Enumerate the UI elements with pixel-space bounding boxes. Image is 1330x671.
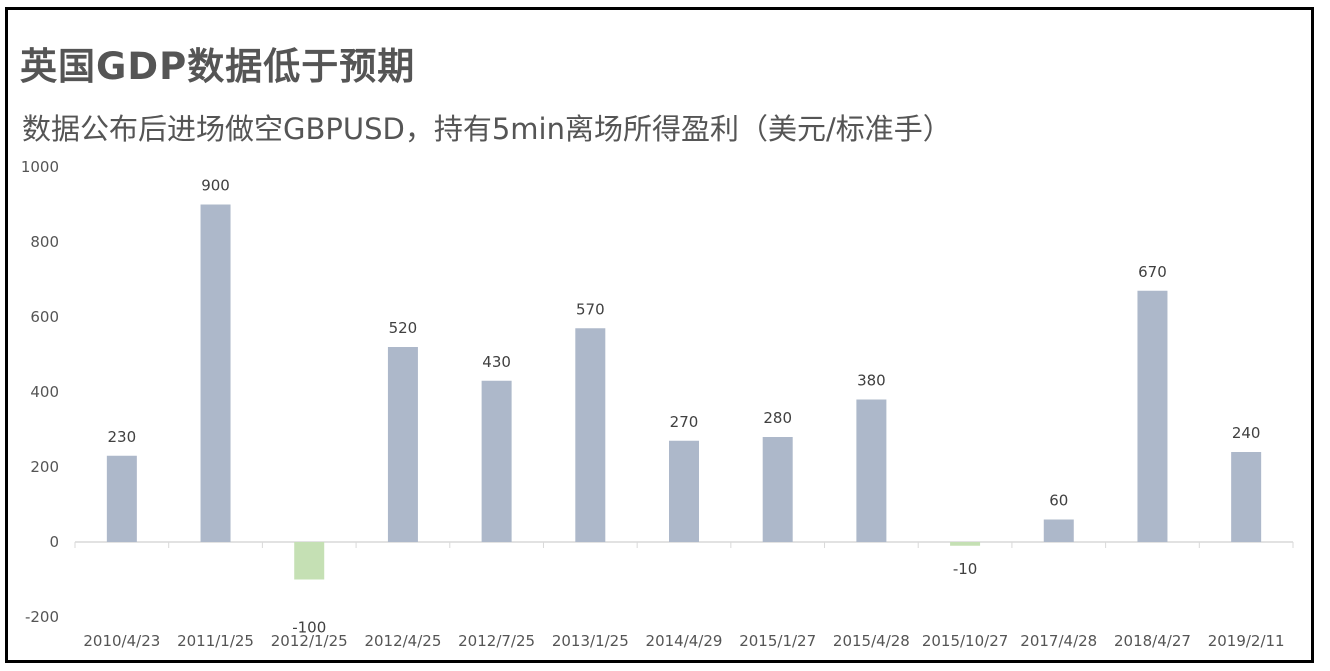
chart-subtitle: 数据公布后进场做空GBPUSD，持有5min离场所得盈利（美元/标准手） [22,112,952,146]
bar-2013/1/25 [575,328,606,542]
bar-2015/4/28 [856,399,887,542]
data-label: 430 [482,353,511,371]
x-tick-label: 2013/1/25 [552,632,629,650]
x-tick-label: 2017/4/28 [1020,632,1097,650]
x-tick-label: 2015/1/27 [739,632,816,650]
x-tick-label: 2012/1/25 [271,632,348,650]
bar-2018/4/27 [1137,290,1168,542]
y-tick-label: 800 [30,233,59,251]
x-tick-label: 2010/4/23 [83,632,160,650]
y-tick-label: 1000 [21,158,59,176]
y-tick-label: 400 [30,383,59,401]
data-label: 240 [1232,424,1261,442]
x-tick-label: 2012/4/25 [364,632,441,650]
x-tick-label: 2019/2/11 [1208,632,1285,650]
bar-2014/4/29 [669,440,699,542]
x-tick-label: 2011/1/25 [177,632,254,650]
data-label: 270 [670,413,699,431]
data-label: 570 [576,300,605,318]
data-label: 900 [201,177,230,195]
data-label: -100 [292,619,326,637]
x-tick-label: 2015/10/27 [922,632,1008,650]
x-tick-label: 2012/7/25 [458,632,535,650]
bar-2015/1/27 [762,437,793,542]
x-tick-label: 2018/4/27 [1114,632,1191,650]
bar-2010/4/23 [106,455,137,542]
data-label: 520 [389,319,418,337]
y-tick-label: -200 [25,608,59,626]
chart-title: 英国GDP数据低于预期 [20,45,416,88]
bar-2011/1/25 [200,204,231,542]
bar-2019/2/11 [1231,452,1262,542]
y-tick-label: 200 [30,458,59,476]
bar-2012/7/25 [481,380,512,542]
data-label: 60 [1049,492,1068,510]
bar-2017/4/28 [1043,519,1074,542]
y-tick-label: 600 [30,308,59,326]
data-label: 670 [1138,263,1167,281]
data-label: 280 [763,409,792,427]
bar-2012/4/25 [387,347,418,542]
data-label: -10 [953,560,978,578]
bar-2015/10/27 [950,542,981,546]
bar-2012/1/25 [294,542,325,580]
y-tick-label: 0 [49,533,59,551]
data-label: 230 [108,428,137,446]
x-tick-label: 2014/4/29 [646,632,723,650]
x-tick-label: 2015/4/28 [833,632,910,650]
data-label: 380 [857,372,886,390]
